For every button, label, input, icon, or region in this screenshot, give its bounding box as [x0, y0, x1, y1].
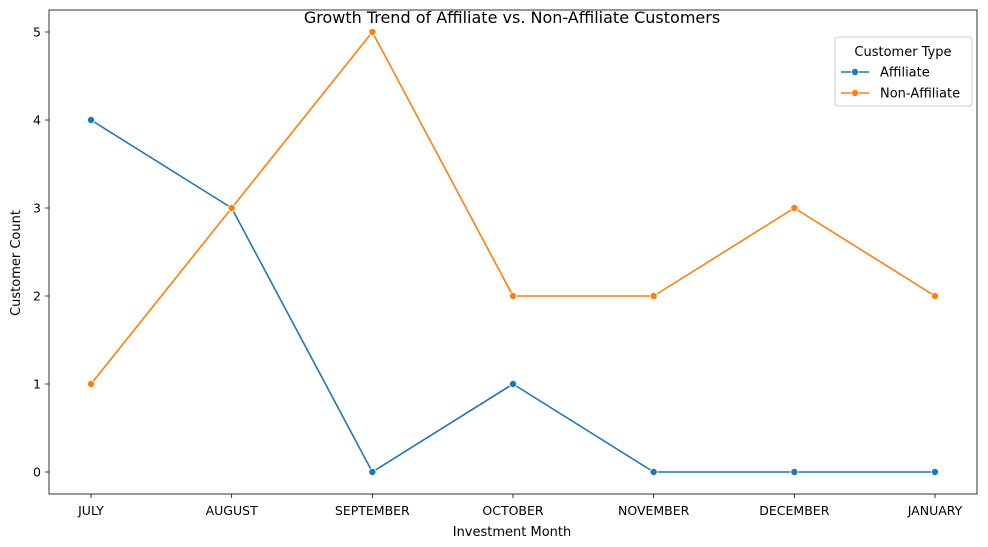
x-tick-label: OCTOBER — [482, 503, 544, 518]
data-point-affiliate — [790, 467, 799, 476]
y-tick-label: 1 — [33, 377, 41, 392]
legend-marker-non-affiliate — [851, 89, 860, 98]
x-tick-label: JANUARY — [907, 503, 963, 518]
data-point-non-affiliate — [931, 291, 940, 300]
x-tick-label: SEPTEMBER — [335, 503, 410, 518]
legend: Customer Type Affiliate Non-Affiliate — [834, 36, 973, 107]
data-point-affiliate — [508, 379, 517, 388]
x-tick-label: NOVEMBER — [618, 503, 690, 518]
data-point-affiliate — [368, 467, 377, 476]
legend-label-non-affiliate: Non-Affiliate — [880, 87, 960, 102]
legend-frame — [834, 36, 973, 107]
data-point-affiliate — [87, 116, 96, 125]
y-tick-label: 5 — [33, 25, 41, 40]
legend-entries: Affiliate Non-Affiliate — [841, 66, 960, 102]
data-point-non-affiliate — [368, 27, 377, 36]
x-tick-label: AUGUST — [206, 503, 258, 518]
data-point-affiliate — [931, 467, 940, 476]
data-point-affiliate — [649, 467, 658, 476]
series-lines — [90, 31, 936, 473]
y-tick-label: 2 — [33, 289, 41, 304]
x-axis: JULY AUGUST SEPTEMBER OCTOBER NOVEMBER DECEMB… — [77, 494, 963, 518]
x-tick-label: JULY — [77, 503, 104, 518]
legend-label-affiliate: Affiliate — [880, 66, 930, 81]
data-point-non-affiliate — [87, 379, 96, 388]
y-tick-label: 4 — [33, 113, 41, 128]
series-line-non-affiliate — [90, 31, 936, 385]
y-axis-label: Customer Count — [9, 210, 24, 316]
y-axis: 0 1 2 3 4 5 — [33, 25, 49, 480]
legend-marker-affiliate — [851, 68, 860, 77]
x-axis-label: Investment Month — [453, 525, 572, 540]
plot-area: 0 1 2 3 4 5 JULY AUGUST SEPTEMBER OCTOBER NOVEMBE… — [33, 9, 978, 518]
data-point-non-affiliate — [227, 203, 236, 212]
chart-title: Growth Trend of Affiliate vs. Non-Affili… — [304, 8, 720, 27]
y-tick-label: 3 — [33, 201, 41, 216]
data-point-non-affiliate — [649, 291, 658, 300]
series-points — [87, 27, 940, 476]
legend-title: Customer Type — [854, 45, 951, 60]
x-tick-label: DECEMBER — [759, 503, 829, 518]
y-tick-label: 0 — [33, 465, 41, 480]
data-point-non-affiliate — [508, 291, 517, 300]
data-point-non-affiliate — [790, 203, 799, 212]
